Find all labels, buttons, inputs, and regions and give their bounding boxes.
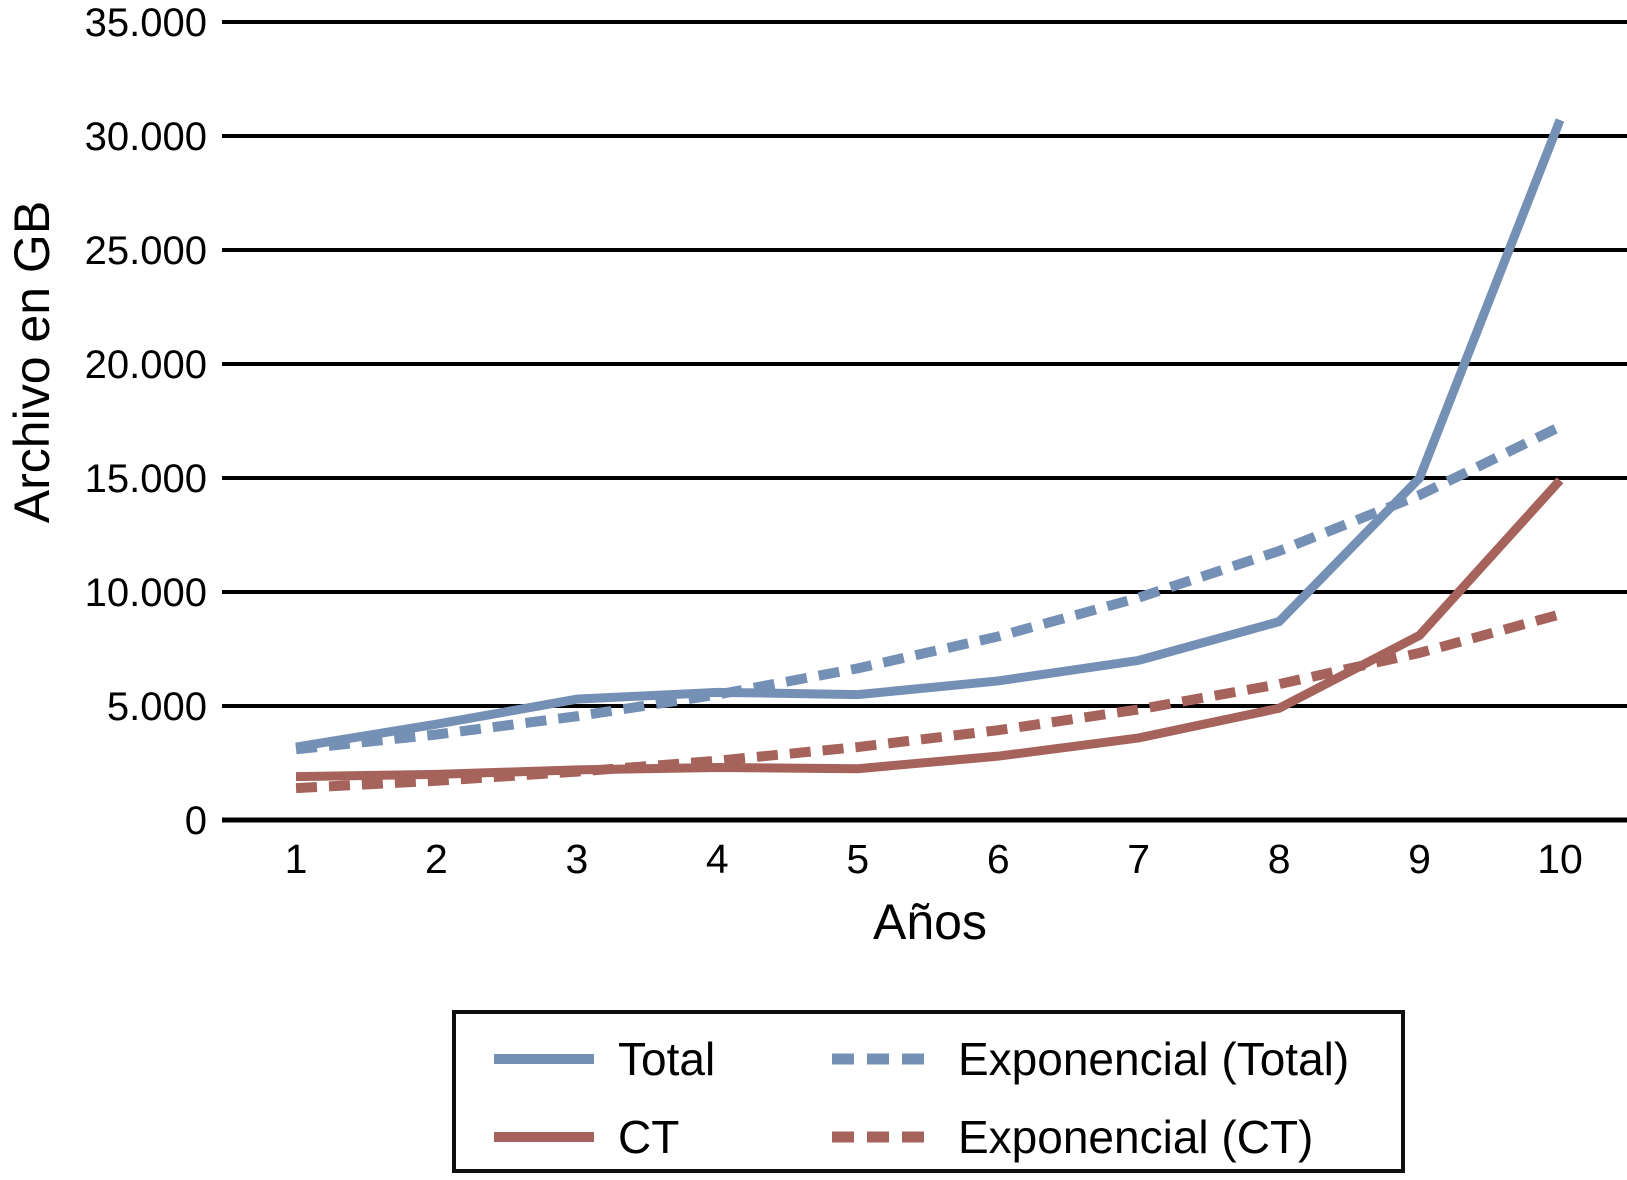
y-tick-label: 25.000: [85, 229, 207, 273]
x-tick-label: 2: [425, 836, 448, 882]
plot-area: 0 5.000 10.000 15.000 20.000 25.000 30.000 35.0…: [85, 1, 1627, 882]
x-tick-label: 4: [706, 836, 729, 882]
y-tick-label: 15.000: [85, 457, 207, 501]
x-tick-label: 1: [285, 836, 308, 882]
y-axis-title: Archivo en GB: [4, 200, 60, 524]
legend-entry-total: Total: [492, 1033, 716, 1085]
series-line-exponencial-total: [295, 422, 1563, 755]
x-tick-label: 9: [1408, 836, 1431, 882]
x-tick-label: 10: [1537, 836, 1583, 882]
y-tick-label: 5.000: [107, 685, 207, 729]
legend-label-exponencial-total: Exponencial (Total): [958, 1033, 1350, 1085]
y-tick-label: 20.000: [85, 343, 207, 387]
legend-label-ct: CT: [618, 1111, 680, 1163]
legend-label-exponencial-ct: Exponencial (CT): [958, 1111, 1314, 1163]
y-tick-label: 30.000: [85, 115, 207, 159]
x-tick-label: 5: [846, 836, 869, 882]
x-tick-label: 6: [987, 836, 1010, 882]
y-tick-label: 0: [185, 799, 207, 843]
x-tick-label: 7: [1127, 836, 1150, 882]
legend-entry-ct: CT: [492, 1111, 680, 1163]
ct-line-swatch-icon: [494, 1132, 594, 1142]
total-line-swatch-icon: [494, 1054, 594, 1064]
series-line-exponencial-ct: [295, 609, 1562, 794]
x-axis-title: Años: [873, 894, 987, 950]
legend-entry-exponencial-total: Exponencial (Total): [832, 1033, 1350, 1085]
legend: Total Exponencial (Total) CT Exponencial…: [452, 1010, 1405, 1173]
y-tick-label: 35.000: [85, 1, 207, 45]
x-tick-label: 8: [1268, 836, 1291, 882]
y-tick-label: 10.000: [85, 571, 207, 615]
exponencial-total-dashed-swatch-icon: [832, 1053, 936, 1065]
exponencial-ct-dashed-swatch-icon: [832, 1131, 936, 1143]
legend-entry-exponencial-ct: Exponencial (CT): [832, 1111, 1314, 1163]
legend-label-total: Total: [618, 1033, 716, 1085]
series-line-total: [295, 118, 1565, 752]
x-tick-label: 3: [565, 836, 588, 882]
